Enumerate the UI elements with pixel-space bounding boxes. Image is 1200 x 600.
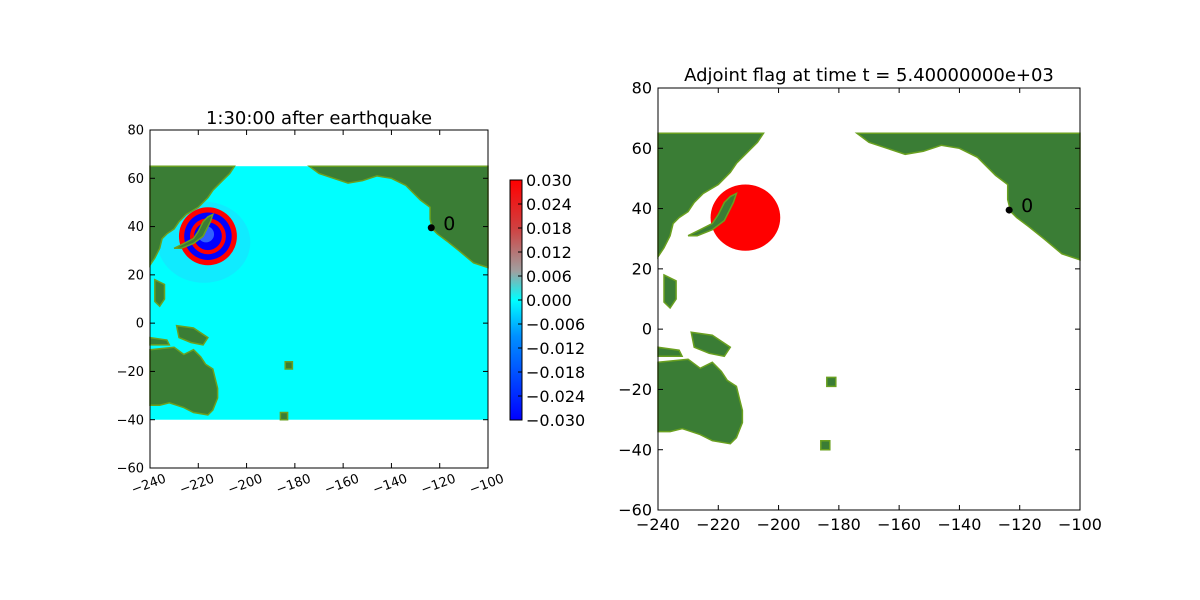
right-land-nz: [820, 439, 831, 451]
right-land-fiji: [826, 376, 837, 388]
left-xtick-label: −180: [274, 472, 313, 498]
left-land-philippines: [154, 278, 166, 308]
right-ytick-label: −20: [618, 380, 652, 399]
left-ytick-label: −40: [117, 413, 144, 428]
right-gauge-label: 0: [1021, 195, 1033, 217]
left-ytick-label: 60: [127, 172, 144, 187]
right-xtick-label: −180: [817, 515, 861, 534]
surface-elevation-panel: 1:30:00 after earthquake 0 −240 −220 −200−…: [117, 108, 507, 498]
colorbar-tick-label: −0.018: [526, 363, 585, 382]
left-xtick-label: −200: [226, 472, 265, 498]
left-xtick-label: −220: [178, 472, 217, 498]
colorbar: 0.030 0.024 0.018 0.012 0.006 0.000 −0.006 −0.0…: [509, 171, 585, 430]
colorbar-tick-label: −0.012: [526, 339, 585, 358]
left-ytick-label: 0: [136, 317, 144, 332]
colorbar-tick-label: 0.000: [526, 291, 572, 310]
right-ytick-label: 40: [632, 199, 652, 218]
left-land-japan: [173, 213, 215, 250]
left-ytick-label: −60: [117, 462, 144, 477]
left-ytick-label: 40: [127, 220, 144, 235]
right-ytick-label: −40: [618, 440, 652, 459]
left-land-newGuinea: [175, 324, 209, 346]
right-chart-title: Adjoint flag at time t = 5.40000000e+03: [684, 65, 1054, 86]
colorbar-tick-label: 0.012: [526, 243, 572, 262]
colorbar-tick-label: 0.024: [526, 195, 572, 214]
right-xtick-label: −240: [636, 515, 680, 534]
colorbar-tick-label: −0.030: [526, 411, 585, 430]
left-land-asia: [149, 165, 236, 268]
right-land-australia: [657, 358, 744, 445]
right-ytick-label: 60: [632, 139, 652, 158]
left-chart-title: 1:30:00 after earthquake: [206, 108, 432, 129]
colorbar-tick-label: −0.024: [526, 387, 585, 406]
right-land-northAmerica: [854, 132, 1081, 261]
left-ytick-label: −20: [117, 365, 144, 380]
colorbar-tick-label: −0.006: [526, 315, 585, 334]
left-gauge-marker: [427, 224, 435, 232]
right-land-philippines: [663, 273, 677, 310]
left-land-australia: [149, 346, 219, 416]
right-xtick-label: −160: [877, 515, 921, 534]
colorbar-tick-label: 0.018: [526, 219, 572, 238]
left-land-northAmerica: [307, 165, 489, 269]
left-gauge-label: 0: [443, 213, 455, 235]
left-xtick-label: −160: [323, 472, 362, 498]
right-ytick-label: −60: [618, 501, 652, 520]
right-land-asia: [657, 132, 765, 260]
left-xtick-label: −100: [467, 472, 506, 498]
adjoint-flag-panel: Adjoint flag at time t = 5.40000000e+03 …: [618, 65, 1102, 534]
right-plot-frame: [657, 87, 1081, 511]
left-land-fiji: [284, 361, 294, 370]
right-land-japan: [687, 192, 738, 237]
left-ytick-label: 20: [127, 268, 144, 283]
left-land-nz: [279, 411, 289, 421]
colorbar-tick-label: 0.006: [526, 267, 572, 286]
left-xtick-label: −120: [419, 472, 458, 498]
right-ytick-label: 80: [632, 79, 652, 98]
right-gauge-marker: [1005, 206, 1013, 214]
left-ytick-label: 80: [127, 124, 144, 139]
right-xtick-label: −120: [998, 515, 1042, 534]
left-xtick-label: −140: [371, 472, 410, 498]
right-xtick-label: −200: [757, 515, 801, 534]
right-land-newGuinea: [690, 331, 732, 358]
left-plot-frame: [149, 129, 489, 469]
right-xtick-label: −140: [937, 515, 981, 534]
colorbar-tick-label: 0.030: [526, 171, 572, 190]
right-xtick-label: −100: [1058, 515, 1102, 534]
right-xtick-label: −220: [696, 515, 740, 534]
right-ytick-label: 0: [642, 320, 652, 339]
right-ytick-label: 20: [632, 259, 652, 278]
